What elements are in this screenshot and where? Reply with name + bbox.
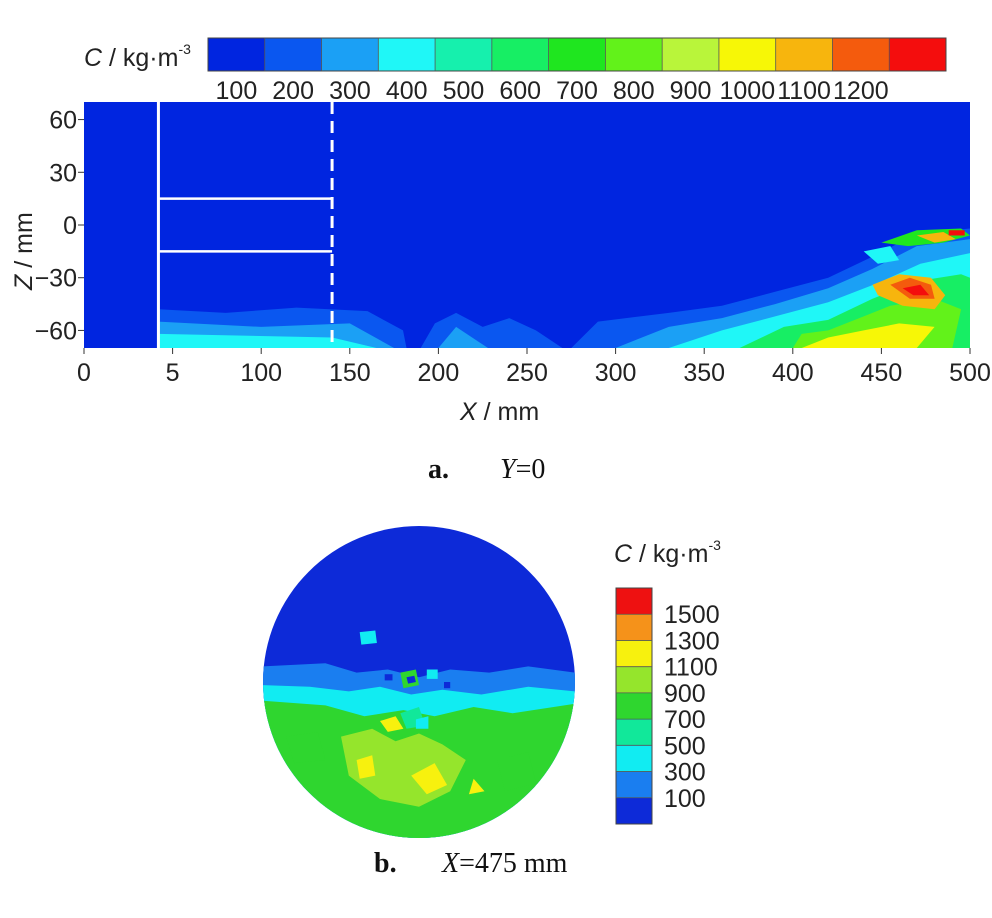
concentration-region: [411, 763, 448, 795]
colorbar-b-tick-label: 700: [664, 706, 706, 734]
colorbar-b-tick-label: 100: [664, 785, 706, 813]
colorbar-b-label: C / kg·m-3: [614, 537, 721, 568]
colorbar-b: [615, 587, 653, 825]
x-tick-label: 300: [595, 359, 637, 387]
colorbar-a-tick-label: 700: [556, 77, 598, 105]
concentration-region: [384, 674, 393, 681]
caption-b-letter: b.: [374, 848, 397, 879]
colorbar-a-swatch: [662, 38, 720, 71]
concentration-region: [948, 230, 965, 236]
x-tick-label: 5: [166, 359, 180, 387]
colorbar-a-swatch: [718, 38, 777, 71]
concentration-region: [863, 246, 900, 264]
colorbar-a-tick-label: 200: [272, 77, 314, 105]
colorbar-a-swatch: [889, 38, 947, 71]
colorbar-b-tick-label: 900: [664, 680, 706, 708]
colorbar-b-swatch: [616, 640, 652, 668]
concentration-region: [916, 232, 956, 243]
x-tick-label: 100: [240, 359, 282, 387]
z-axis-label: Z / mm: [10, 212, 38, 291]
colorbar-b-swatch: [616, 771, 652, 799]
colorbar-b-frame: [615, 587, 653, 825]
colorbar-a-swatch: [435, 38, 493, 71]
colorbar-a-tick-label: 100: [216, 77, 258, 105]
x-tick-label: 250: [506, 359, 548, 387]
colorbar-a-tick-label: 400: [386, 77, 428, 105]
colorbar-a-tick-label: 600: [499, 77, 541, 105]
x-tick-label: 500: [949, 359, 991, 387]
colorbar-b-tick-label: 1100: [664, 654, 718, 682]
concentration-region: [380, 716, 404, 732]
colorbar-b-swatch: [616, 797, 652, 825]
colorbar-a-swatch: [378, 38, 436, 71]
colorbar-a-swatch: [832, 38, 890, 71]
concentration-region: [438, 326, 488, 348]
x-axis-label: X / mm: [459, 398, 539, 426]
colorbar-b-swatch: [616, 745, 652, 773]
concentration-region: [468, 778, 485, 795]
colorbar-a: [207, 37, 947, 72]
x-tick-label: 350: [683, 359, 725, 387]
z-tick-label: 60: [49, 107, 77, 135]
x-tick-label: 450: [861, 359, 903, 387]
colorbar-a-tick-label: 900: [670, 77, 712, 105]
concentration-region: [406, 675, 416, 684]
colorbar-b-swatch: [616, 614, 652, 641]
concentration-region: [415, 716, 429, 729]
concentration-region: [426, 669, 438, 679]
colorbar-b-tick-label: 1500: [664, 601, 720, 629]
caption-a-letter: a.: [428, 454, 449, 485]
heatmap-b-regions: [263, 630, 575, 838]
colorbar-a-swatch: [208, 38, 266, 71]
z-tick-label: 0: [63, 212, 77, 240]
colorbar-b-swatch: [616, 692, 652, 720]
colorbar-a-tick-label: 1200: [833, 77, 889, 105]
colorbar-a-swatch: [264, 38, 323, 71]
colorbar-a-label: C / kg·m-3: [84, 41, 191, 72]
colorbar-a-tick-label: 1100: [777, 77, 831, 105]
concentration-region: [359, 630, 377, 645]
geometry-annotations: [156, 102, 334, 348]
colorbar-a-swatch: [548, 38, 606, 71]
colorbar-b-swatch: [616, 588, 652, 615]
concentration-region: [801, 323, 935, 348]
colorbar-a-tick-label: 500: [443, 77, 485, 105]
z-tick-label: 30: [49, 159, 77, 187]
x-tick-label: 400: [772, 359, 814, 387]
z-tick-label: −60: [35, 317, 77, 345]
concentration-region: [497, 752, 536, 792]
colorbar-a-tick-label: 800: [613, 77, 655, 105]
colorbar-a-swatch: [605, 38, 663, 71]
caption-a-text: Y=0: [500, 454, 545, 485]
caption-b-text: X=475 mm: [441, 848, 568, 879]
x-tick-label: 150: [329, 359, 371, 387]
concentration-region: [356, 755, 376, 779]
colorbar-b-tick-label: 1300: [664, 627, 720, 655]
concentration-region: [444, 682, 451, 689]
heatmap-a-regions: [158, 228, 970, 348]
colorbar-a-ticks: 100 200 300 400 500 600 700 800 900 1000 1100 1200: [216, 77, 889, 105]
colorbar-a-frame: [207, 37, 947, 72]
colorbar-b-tick-label: 300: [664, 759, 706, 787]
colorbar-a-swatch: [775, 38, 833, 71]
concentration-region: [158, 333, 377, 348]
colorbar-a-tick-label: 1000: [719, 77, 775, 105]
colorbar-b-swatch: [616, 719, 652, 746]
x-tick-label: 200: [418, 359, 460, 387]
colorbar-b-swatch: [616, 666, 652, 694]
x-tick-label: 0: [77, 359, 91, 387]
z-tick-label: −30: [35, 265, 77, 293]
colorbar-b-tick-label: 500: [664, 732, 706, 760]
colorbar-a-swatch: [491, 38, 550, 71]
concentration-region: [286, 731, 326, 764]
colorbar-a-swatch: [321, 38, 379, 71]
concentration-region: [902, 284, 930, 296]
colorbar-a-tick-label: 300: [329, 77, 371, 105]
